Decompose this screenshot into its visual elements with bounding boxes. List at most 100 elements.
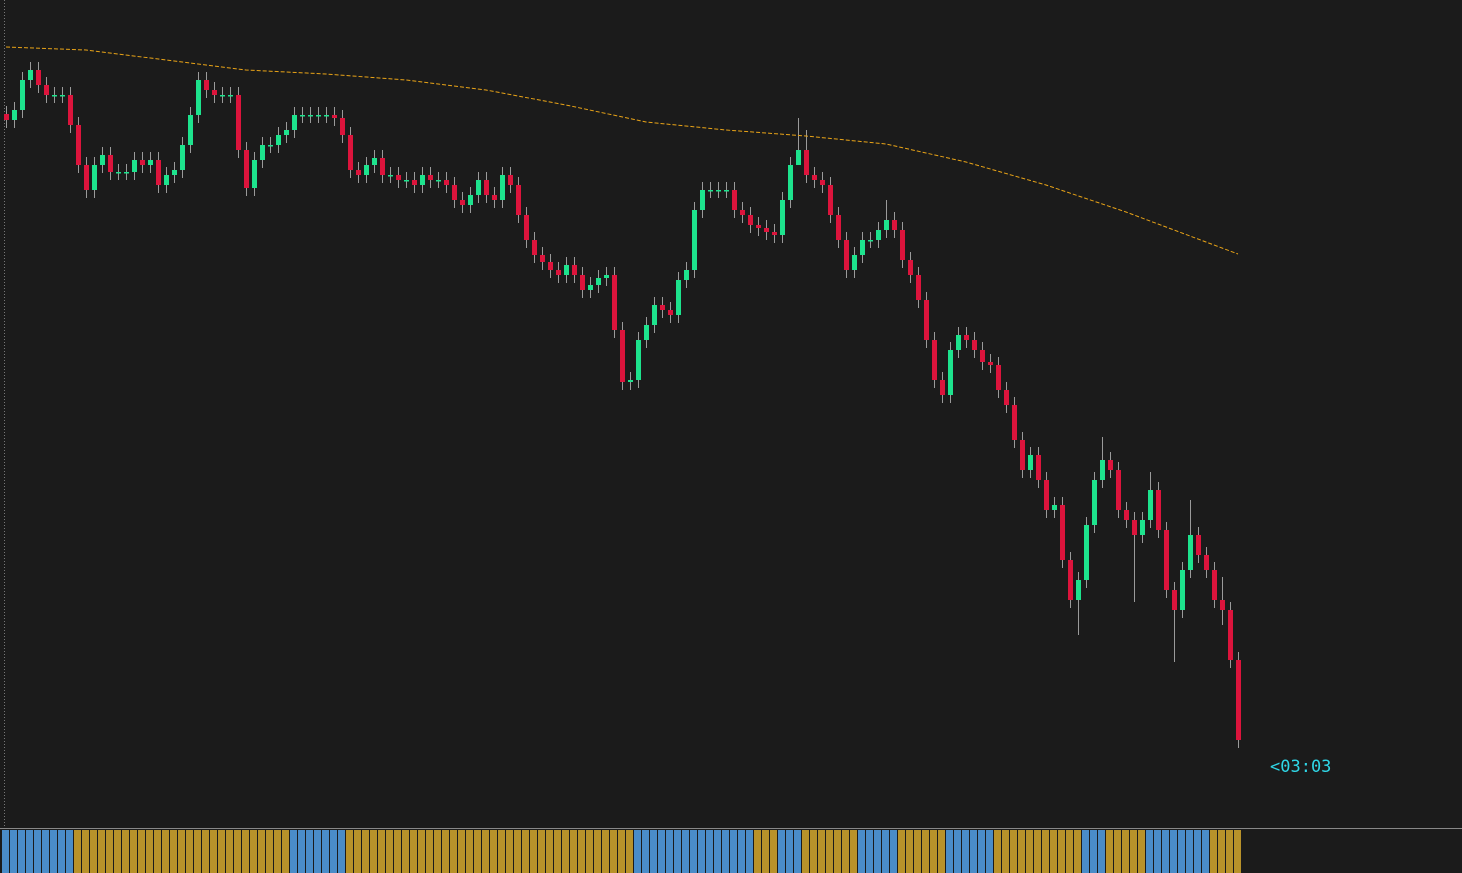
candle-body <box>292 115 297 130</box>
strip-bar <box>762 830 769 873</box>
strip-bar <box>770 830 777 873</box>
strip-bar <box>1154 830 1161 873</box>
strip-bar <box>2 830 9 873</box>
strip-bar <box>26 830 33 873</box>
strip-bar <box>242 830 249 873</box>
strip-bar <box>666 830 673 873</box>
strip-bar <box>466 830 473 873</box>
strip-bar <box>442 830 449 873</box>
candle-body <box>364 165 369 175</box>
candle-body <box>4 114 9 120</box>
candle-body <box>756 225 761 228</box>
strip-bar <box>690 830 697 873</box>
strip-bar <box>418 830 425 873</box>
candle-body <box>844 240 849 270</box>
candle-body <box>508 175 513 185</box>
strip-bar <box>218 830 225 873</box>
strip-bar <box>42 830 49 873</box>
strip-bar <box>138 830 145 873</box>
candle-body <box>772 232 777 235</box>
strip-bar <box>682 830 689 873</box>
candle-body <box>820 180 825 185</box>
candle-body <box>1020 440 1025 470</box>
candle-body <box>836 215 841 240</box>
candle-body <box>620 330 625 382</box>
strip-bar <box>1034 830 1041 873</box>
candle-body <box>724 190 729 192</box>
candle-body <box>940 380 945 395</box>
strip-bar <box>706 830 713 873</box>
strip-bar <box>194 830 201 873</box>
strip-bar <box>602 830 609 873</box>
candle-body <box>380 158 385 175</box>
moving-average <box>5 46 1239 255</box>
strip-bar <box>18 830 25 873</box>
candle-body <box>556 270 561 275</box>
candle-body <box>916 275 921 300</box>
strip-bar <box>674 830 681 873</box>
strip-bar <box>306 830 313 873</box>
candle-body <box>500 175 505 200</box>
candle-body <box>1036 455 1041 480</box>
candle-body <box>52 95 57 97</box>
candle-body <box>884 220 889 230</box>
candle-body <box>388 175 393 177</box>
candle-body <box>356 170 361 175</box>
candle-body <box>1100 460 1105 480</box>
candle-body <box>124 172 129 174</box>
strip-bar <box>1114 830 1121 873</box>
candle-body <box>452 185 457 200</box>
strip-bar <box>642 830 649 873</box>
strip-bar <box>994 830 1001 873</box>
candle-body <box>404 180 409 182</box>
candle-body <box>284 130 289 135</box>
candle-body <box>132 160 137 172</box>
strip-bar <box>714 830 721 873</box>
candle-body <box>580 275 585 290</box>
candle-body <box>1044 480 1049 510</box>
strip-bar <box>826 830 833 873</box>
strip-bar <box>146 830 153 873</box>
candle-body <box>164 175 169 185</box>
candle-body <box>1228 610 1233 660</box>
candle-body <box>532 240 537 255</box>
candle-body <box>1172 590 1177 610</box>
strip-bar <box>338 830 345 873</box>
candle-body <box>332 115 337 118</box>
candle-body <box>676 280 681 315</box>
candle-body <box>700 190 705 210</box>
strip-bar <box>570 830 577 873</box>
candle-body <box>524 215 529 240</box>
candle-body <box>900 230 905 260</box>
strip-bar <box>114 830 121 873</box>
strip-bar <box>786 830 793 873</box>
strip-bar <box>290 830 297 873</box>
strip-bar <box>866 830 873 873</box>
strip-bar <box>1170 830 1177 873</box>
candle-body <box>596 278 601 285</box>
candle-body <box>44 85 49 95</box>
candle-body <box>460 200 465 205</box>
candle-body <box>76 125 81 165</box>
candle-body <box>956 335 961 350</box>
candle-body <box>420 175 425 185</box>
strip-bar <box>506 830 513 873</box>
strip-bar <box>234 830 241 873</box>
candle-body <box>156 160 161 185</box>
strip-bar <box>1090 830 1097 873</box>
strip-bar <box>106 830 113 873</box>
strip-bar <box>410 830 417 873</box>
candle-body <box>1196 535 1201 555</box>
strip-bar <box>698 830 705 873</box>
candle-body <box>20 80 25 110</box>
candle-body <box>412 180 417 185</box>
strip-bar <box>1106 830 1113 873</box>
candle-body <box>1108 460 1113 470</box>
strip-bar <box>202 830 209 873</box>
candle-body <box>636 340 641 380</box>
candle-body <box>572 265 577 275</box>
strip-bar <box>66 830 73 873</box>
strip-bar <box>874 830 881 873</box>
candle-body <box>204 80 209 90</box>
